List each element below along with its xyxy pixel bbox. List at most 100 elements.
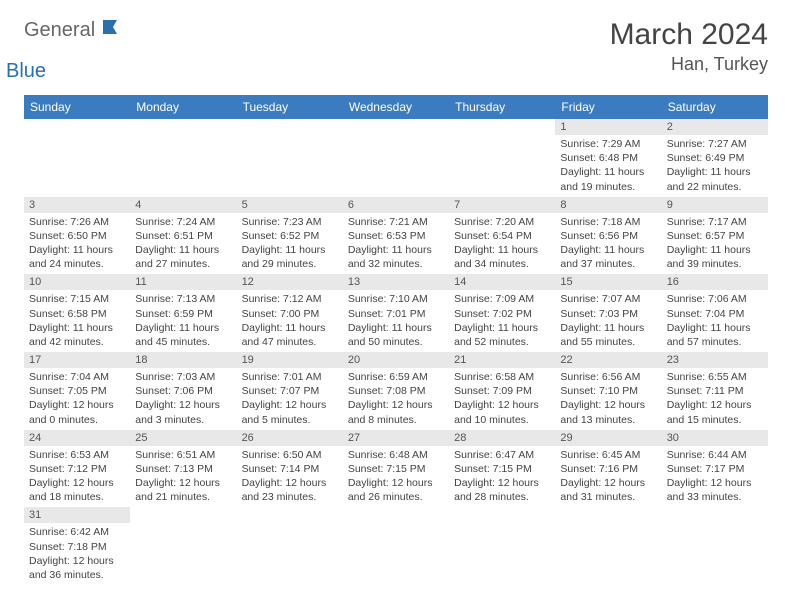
day-daylight2: and 18 minutes.	[29, 490, 125, 504]
day-sunset: Sunset: 7:11 PM	[667, 384, 763, 398]
day-daylight2: and 57 minutes.	[667, 335, 763, 349]
day-sunset: Sunset: 6:58 PM	[29, 307, 125, 321]
day-sunrise: Sunrise: 7:03 AM	[135, 370, 231, 384]
day-content: Sunrise: 7:04 AMSunset: 7:05 PMDaylight:…	[24, 368, 130, 430]
location: Han, Turkey	[610, 54, 768, 75]
day-daylight1: Daylight: 12 hours	[560, 476, 656, 490]
day-daylight1: Daylight: 11 hours	[348, 321, 444, 335]
day-daylight2: and 29 minutes.	[242, 257, 338, 271]
day-number: 13	[343, 274, 449, 290]
flag-icon	[103, 18, 125, 42]
day-sunset: Sunset: 6:56 PM	[560, 229, 656, 243]
day-number: 16	[662, 274, 768, 290]
day-daylight2: and 39 minutes.	[667, 257, 763, 271]
day-number: 20	[343, 352, 449, 368]
day-content: Sunrise: 6:58 AMSunset: 7:09 PMDaylight:…	[449, 368, 555, 430]
weekday-saturday: Saturday	[662, 95, 768, 119]
calendar-week-row: 3Sunrise: 7:26 AMSunset: 6:50 PMDaylight…	[24, 197, 768, 275]
day-sunrise: Sunrise: 7:07 AM	[560, 292, 656, 306]
calendar-cell	[130, 119, 236, 197]
day-daylight1: Daylight: 11 hours	[560, 165, 656, 179]
day-sunrise: Sunrise: 6:47 AM	[454, 448, 550, 462]
calendar-cell: 12Sunrise: 7:12 AMSunset: 7:00 PMDayligh…	[237, 274, 343, 352]
day-content: Sunrise: 7:18 AMSunset: 6:56 PMDaylight:…	[555, 213, 661, 275]
calendar-cell: 9Sunrise: 7:17 AMSunset: 6:57 PMDaylight…	[662, 197, 768, 275]
calendar-cell: 2Sunrise: 7:27 AMSunset: 6:49 PMDaylight…	[662, 119, 768, 197]
day-sunset: Sunset: 6:57 PM	[667, 229, 763, 243]
day-daylight1: Daylight: 12 hours	[667, 398, 763, 412]
day-daylight2: and 19 minutes.	[560, 180, 656, 194]
day-content: Sunrise: 7:06 AMSunset: 7:04 PMDaylight:…	[662, 290, 768, 352]
day-number: 22	[555, 352, 661, 368]
day-daylight1: Daylight: 12 hours	[29, 476, 125, 490]
calendar-cell: 13Sunrise: 7:10 AMSunset: 7:01 PMDayligh…	[343, 274, 449, 352]
calendar-week-row: 31Sunrise: 6:42 AMSunset: 7:18 PMDayligh…	[24, 507, 768, 585]
day-sunset: Sunset: 7:07 PM	[242, 384, 338, 398]
day-number: 23	[662, 352, 768, 368]
day-number: 27	[343, 430, 449, 446]
day-daylight2: and 22 minutes.	[667, 180, 763, 194]
day-sunrise: Sunrise: 7:04 AM	[29, 370, 125, 384]
calendar-cell: 19Sunrise: 7:01 AMSunset: 7:07 PMDayligh…	[237, 352, 343, 430]
day-sunrise: Sunrise: 7:20 AM	[454, 215, 550, 229]
calendar-cell: 10Sunrise: 7:15 AMSunset: 6:58 PMDayligh…	[24, 274, 130, 352]
day-daylight2: and 27 minutes.	[135, 257, 231, 271]
day-daylight2: and 10 minutes.	[454, 413, 550, 427]
day-content: Sunrise: 7:15 AMSunset: 6:58 PMDaylight:…	[24, 290, 130, 352]
day-sunset: Sunset: 7:02 PM	[454, 307, 550, 321]
day-sunrise: Sunrise: 6:44 AM	[667, 448, 763, 462]
day-number: 15	[555, 274, 661, 290]
day-content: Sunrise: 6:48 AMSunset: 7:15 PMDaylight:…	[343, 446, 449, 508]
day-daylight2: and 50 minutes.	[348, 335, 444, 349]
day-sunrise: Sunrise: 6:51 AM	[135, 448, 231, 462]
day-daylight1: Daylight: 12 hours	[29, 554, 125, 568]
calendar-cell: 21Sunrise: 6:58 AMSunset: 7:09 PMDayligh…	[449, 352, 555, 430]
day-content: Sunrise: 7:13 AMSunset: 6:59 PMDaylight:…	[130, 290, 236, 352]
day-sunrise: Sunrise: 7:10 AM	[348, 292, 444, 306]
day-number: 26	[237, 430, 343, 446]
day-number: 9	[662, 197, 768, 213]
calendar-cell	[343, 119, 449, 197]
day-daylight1: Daylight: 12 hours	[135, 476, 231, 490]
calendar-cell	[24, 119, 130, 197]
logo-text-blue: Blue	[6, 60, 127, 83]
day-daylight1: Daylight: 11 hours	[242, 243, 338, 257]
day-sunset: Sunset: 7:08 PM	[348, 384, 444, 398]
day-sunrise: Sunrise: 6:56 AM	[560, 370, 656, 384]
day-number: 28	[449, 430, 555, 446]
header: General Blue March 2024 Han, Turkey	[24, 18, 768, 83]
day-number: 21	[449, 352, 555, 368]
day-content: Sunrise: 6:42 AMSunset: 7:18 PMDaylight:…	[24, 523, 130, 585]
day-number: 17	[24, 352, 130, 368]
day-sunrise: Sunrise: 7:26 AM	[29, 215, 125, 229]
day-content: Sunrise: 7:29 AMSunset: 6:48 PMDaylight:…	[555, 135, 661, 197]
weekday-sunday: Sunday	[24, 95, 130, 119]
day-number: 31	[24, 507, 130, 523]
calendar-cell: 24Sunrise: 6:53 AMSunset: 7:12 PMDayligh…	[24, 430, 130, 508]
day-sunrise: Sunrise: 6:50 AM	[242, 448, 338, 462]
day-sunrise: Sunrise: 7:06 AM	[667, 292, 763, 306]
day-daylight1: Daylight: 12 hours	[454, 476, 550, 490]
calendar-week-row: 10Sunrise: 7:15 AMSunset: 6:58 PMDayligh…	[24, 274, 768, 352]
day-number: 30	[662, 430, 768, 446]
weekday-friday: Friday	[555, 95, 661, 119]
day-daylight1: Daylight: 11 hours	[560, 321, 656, 335]
day-sunrise: Sunrise: 6:42 AM	[29, 525, 125, 539]
day-content: Sunrise: 7:12 AMSunset: 7:00 PMDaylight:…	[237, 290, 343, 352]
day-number: 6	[343, 197, 449, 213]
day-daylight1: Daylight: 11 hours	[667, 321, 763, 335]
day-daylight1: Daylight: 12 hours	[560, 398, 656, 412]
day-sunrise: Sunrise: 6:48 AM	[348, 448, 444, 462]
calendar-cell	[237, 119, 343, 197]
day-daylight1: Daylight: 11 hours	[29, 321, 125, 335]
day-daylight2: and 8 minutes.	[348, 413, 444, 427]
day-content: Sunrise: 7:24 AMSunset: 6:51 PMDaylight:…	[130, 213, 236, 275]
calendar-cell: 11Sunrise: 7:13 AMSunset: 6:59 PMDayligh…	[130, 274, 236, 352]
day-number: 24	[24, 430, 130, 446]
title-block: March 2024 Han, Turkey	[610, 18, 768, 75]
day-sunset: Sunset: 7:06 PM	[135, 384, 231, 398]
day-sunrise: Sunrise: 7:15 AM	[29, 292, 125, 306]
day-sunrise: Sunrise: 6:55 AM	[667, 370, 763, 384]
day-content: Sunrise: 7:26 AMSunset: 6:50 PMDaylight:…	[24, 213, 130, 275]
calendar-cell	[449, 507, 555, 585]
